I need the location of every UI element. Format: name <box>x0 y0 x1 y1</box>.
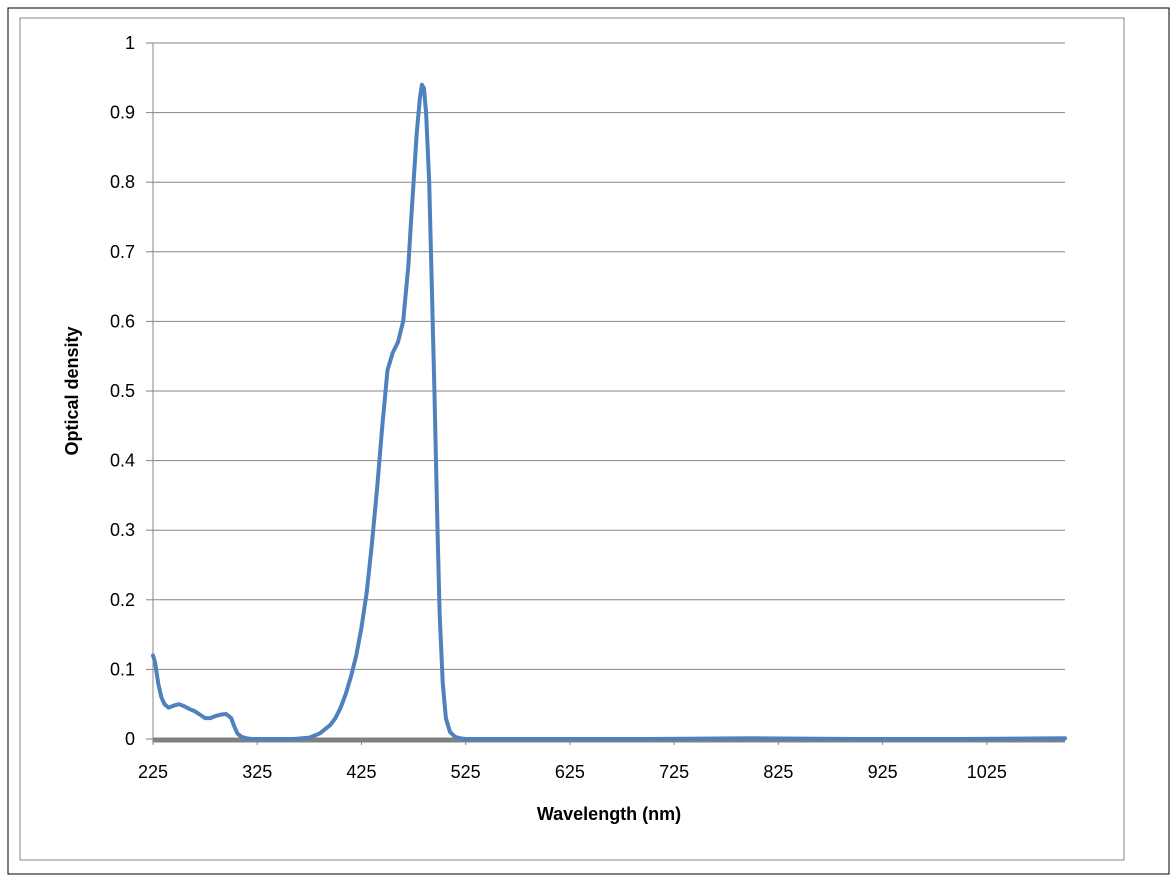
y-tick-label: 0.3 <box>110 520 135 540</box>
y-tick-label: 0.4 <box>110 451 135 471</box>
x-tick-label: 525 <box>451 762 481 782</box>
gridlines <box>153 42 1065 670</box>
x-axis-title: Wavelength (nm) <box>537 804 681 824</box>
series-line <box>151 82 1067 741</box>
x-tick-label: 425 <box>346 762 376 782</box>
y-tick-label: 0 <box>125 729 135 749</box>
y-tick-label: 0.1 <box>110 659 135 679</box>
x-axis-ticks: 225 325 425 525 625 725 825 925 1025 <box>138 739 1007 782</box>
y-tick-label: 0.8 <box>110 172 135 192</box>
x-tick-label: 625 <box>555 762 585 782</box>
y-axis-ticks: 0 0.1 0.2 0.3 0.4 0.5 0.6 0.7 0.8 0.9 1 <box>110 33 153 749</box>
x-tick-label: 925 <box>868 762 898 782</box>
x-tick-label: 325 <box>242 762 272 782</box>
y-axis-title: Optical density <box>62 326 82 455</box>
frame-outer <box>7 7 1170 875</box>
y-tick-label: 1 <box>125 33 135 53</box>
x-tick-label: 825 <box>763 762 793 782</box>
y-tick-label: 0.2 <box>110 590 135 610</box>
x-tick-label: 225 <box>138 762 168 782</box>
y-tick-label: 0.9 <box>110 103 135 123</box>
x-tick-label: 725 <box>659 762 689 782</box>
y-tick-label: 0.5 <box>110 381 135 401</box>
y-tick-label: 0.6 <box>110 311 135 331</box>
plot-area-border <box>19 17 1125 861</box>
x-tick-label: 1025 <box>967 762 1007 782</box>
y-tick-label: 0.7 <box>110 242 135 262</box>
